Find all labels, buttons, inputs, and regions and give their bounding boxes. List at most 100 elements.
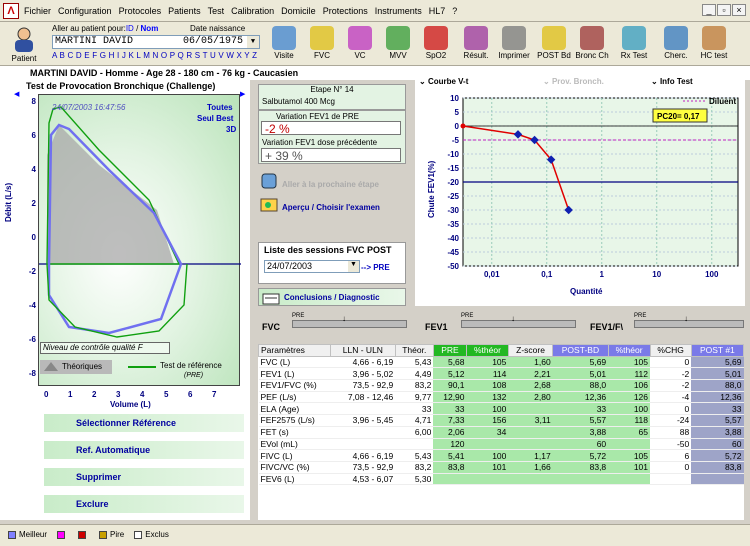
pre-link[interactable]: --> PRE [361,263,390,272]
toolbar-button-4[interactable]: SpO2 [416,24,456,64]
fev1-slider[interactable] [461,320,576,328]
search-by-name-link[interactable]: Nom [140,24,159,33]
menu-item-5[interactable]: Calibration [231,6,275,16]
table-cell: 5,01 [691,367,744,381]
menu-item-8[interactable]: Instruments [374,6,422,16]
table-header-cell[interactable]: Théor. [394,344,434,357]
table-row[interactable]: ELA (Age) 33 33 100 33 100 0 33 [258,402,744,416]
action-button-1[interactable]: Ref. Automatique [44,441,244,459]
toolbar-button-0[interactable]: Visite [264,24,304,64]
menu-item-10[interactable]: ? [452,6,458,16]
close-icon[interactable]: × [732,4,746,16]
menu-item-7[interactable]: Protections [322,6,368,16]
alphabet-index[interactable]: A B C D E F G H I J K L M N O P Q R S T … [52,51,258,60]
table-row[interactable]: FEF2575 (L/s) 3,96 - 5,45 4,71 7,33 156 3,11 5… [258,414,744,427]
table-header-cell[interactable]: %théor [607,344,651,357]
tab-info-test[interactable]: ⌄ Info Test [651,77,693,86]
menu-item-3[interactable]: Patients [168,6,201,16]
table-row[interactable]: FEV1/FVC (%) 73,5 - 92,9 83,2 90,1 108 2,68 88… [258,379,744,392]
table-cell: 114 [466,367,509,381]
table-cell: 118 [608,414,651,427]
apercu-icon[interactable] [258,195,280,215]
chevron-down-icon[interactable]: ▼ [247,36,259,48]
search-by-id-link[interactable]: ID [125,24,134,33]
expand-arrow-icon[interactable]: ▶ [240,91,246,98]
action-button-3[interactable]: Exclure [44,495,244,513]
table-cell: FVC (L) [258,356,331,369]
toolbar-button-1[interactable]: FVC [302,24,342,64]
toolbar-button-3[interactable]: MVV [378,24,418,64]
minimize-icon[interactable]: _ [702,4,716,16]
menu-item-4[interactable]: Test [207,6,225,16]
menu-item-2[interactable]: Protocoles [118,6,162,16]
3d-toggle[interactable]: 3D [226,125,237,134]
search-by-separator: / [136,24,139,33]
table-row[interactable]: FIVC (L) 4,66 - 6,19 5,43 5,41 100 1,17 5,72 10… [258,449,744,462]
table-cell: 88,0 [691,379,744,392]
next-step-button[interactable]: Aller à la prochaine étape [282,180,379,189]
theoretical-area [47,125,174,264]
action-button-2[interactable]: Supprimer [44,468,244,486]
menu-item-6[interactable]: Domicile [281,6,316,16]
table-row[interactable]: FEV6 (L) 4,53 - 6,07 5,30 [258,473,744,486]
table-cell: 5,72 [691,449,744,462]
session-select[interactable]: 24/07/2003 ▼ [264,260,360,273]
fev1f-slider[interactable] [634,320,744,328]
table-row[interactable]: FET (s) 6,00 2,06 34 3,88 65 88 3,88 [258,426,744,439]
table-header-cell[interactable]: POST-BD [552,344,609,357]
tab-prov-bronch-label: Prov. Bronch. [551,77,604,86]
tab-prov-bronch[interactable]: ⌄ Prov. Bronch. [543,77,604,86]
fvc-slider[interactable] [292,320,407,328]
toolbar-button-2[interactable]: VC [340,24,380,64]
table-cell: FEV1 (L) [258,367,331,381]
table-header-cell[interactable]: %théor [466,344,509,357]
left-x-tick: 5 [164,390,169,399]
toolbar-button-9[interactable]: Rx Test [614,24,654,64]
table-row[interactable]: EVol (mL) 120 60 -50 60 [258,438,744,451]
table-header-cell[interactable]: POST #1 [690,344,744,357]
right-y-tick: 5 [455,108,460,117]
patient-select[interactable]: MARTINI DAVID 06/05/1975 ▼ [52,35,260,49]
search-label: Aller au patient pour: [52,24,126,33]
left-x-tick: 2 [92,390,97,399]
conclusions-button[interactable]: Conclusions / Diagnostic [258,288,406,306]
next-step-icon[interactable] [258,170,280,190]
right-y-tick: -50 [447,262,459,271]
table-header-cell[interactable]: PRE [432,344,468,357]
table-cell: 3,88 [552,426,609,439]
table-row[interactable]: FVC (L) 4,66 - 6,19 5,43 5,68 105 1,60 5,69 105… [258,356,744,369]
fev1-slider-thumb-icon[interactable]: ↓ [511,314,515,323]
table-row[interactable]: PEF (L/s) 7,08 - 12,46 9,77 12,90 132 2,80 12,… [258,391,744,404]
restore-icon[interactable]: ▫ [717,4,731,16]
toolbar-button-6[interactable]: Imprimer [494,24,534,64]
table-header-cell[interactable]: %CHG [649,344,692,357]
toolbar-button-7[interactable]: POST Bd [534,24,574,64]
apercu-button[interactable]: Aperçu / Choisir l'examen [282,203,380,212]
table-header-cell[interactable]: Paramètres [258,344,331,357]
toolbar-icon-7 [542,26,566,50]
collapse-arrow-icon[interactable]: ◀ [14,91,20,98]
best-only-toggle[interactable]: Seul Best [197,114,234,123]
table-cell: 83,2 [395,461,434,474]
fvc-slider-thumb-icon[interactable]: ↓ [342,314,346,323]
table-row[interactable]: FEV1 (L) 3,96 - 5,02 4,49 5,12 114 2,21 5,01 11… [258,367,744,381]
toolbar-button-8[interactable]: Bronc Ch [572,24,612,64]
table-cell: 83,2 [395,379,434,392]
table-header-cell[interactable]: LLN - ULN [330,344,396,357]
menu-item-0[interactable]: Fichier [24,6,52,16]
toolbar-button-10[interactable]: Cherc. [656,24,696,64]
menu-item-9[interactable]: HL7 [428,6,446,16]
patient-button[interactable]: Patient [6,26,42,63]
table-row[interactable]: FIVC/VC (%) 73,5 - 92,9 83,2 83,8 101 1,66 83,… [258,461,744,474]
fev1f-slider-thumb-icon[interactable]: ↓ [684,314,688,323]
table-header-cell[interactable]: Z-score [507,344,554,357]
show-all-toggle[interactable]: Toutes [207,103,233,112]
fev1f-slider-label: FEV1/F\ [590,322,624,332]
table-cell: 5,01 [552,367,609,381]
chevron-down-icon[interactable]: ▼ [348,261,359,272]
action-button-0[interactable]: Sélectionner Référence [44,414,244,432]
menu-item-1[interactable]: Configuration [58,6,112,16]
toolbar-button-11[interactable]: HC test [694,24,734,64]
tab-courbe-vt[interactable]: ⌄ Courbe V-t [419,77,469,86]
toolbar-button-5[interactable]: Résult. [456,24,496,64]
